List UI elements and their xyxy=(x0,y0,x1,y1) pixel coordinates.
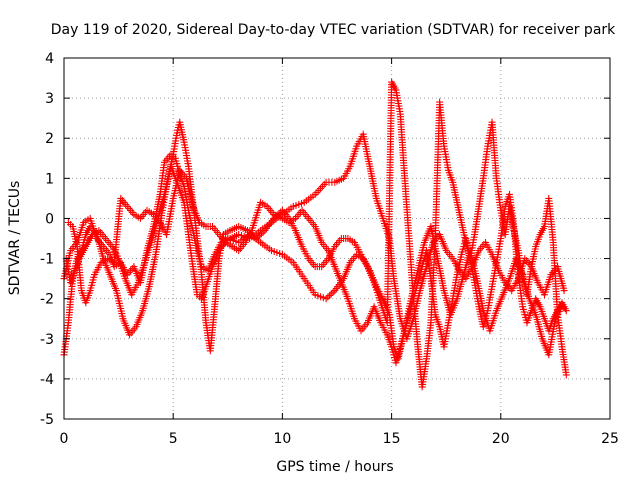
series-trace-c xyxy=(62,78,570,391)
series-trace-a xyxy=(60,130,568,343)
y-tick-label: -3 xyxy=(40,332,54,348)
y-tick-label: -2 xyxy=(40,292,54,308)
plus-markers xyxy=(64,166,570,367)
x-tick-labels: 0 5 10 15 20 25 xyxy=(60,431,619,447)
x-tick-label: 25 xyxy=(601,431,619,447)
chart-title: Day 119 of 2020, Sidereal Day-to-day VTE… xyxy=(51,22,616,38)
y-tick-label: -1 xyxy=(40,252,54,268)
y-tick-label: -4 xyxy=(40,372,54,388)
x-tick-label: 5 xyxy=(169,431,178,447)
series-trace-d xyxy=(64,166,570,367)
x-axis-title: GPS time / hours xyxy=(276,459,393,475)
axes xyxy=(63,57,611,420)
plot-frame xyxy=(63,57,611,420)
x-tick-label: 15 xyxy=(383,431,401,447)
y-tick-labels: -5 -4 -3 -2 -1 0 1 2 3 4 xyxy=(40,51,54,428)
plus-markers xyxy=(62,78,570,391)
y-tick-label: 3 xyxy=(45,91,54,107)
y-tick-label: -5 xyxy=(40,412,54,428)
y-axis-title: SDTVAR / TECUs xyxy=(7,181,23,296)
data-points xyxy=(60,78,570,391)
x-tick-label: 0 xyxy=(60,431,69,447)
y-tick-label: 1 xyxy=(45,171,54,187)
plus-markers xyxy=(60,130,568,343)
x-tick-label: 10 xyxy=(273,431,291,447)
y-tick-label: 4 xyxy=(45,51,54,67)
grid-lines xyxy=(64,58,610,419)
x-tick-label: 20 xyxy=(492,431,510,447)
y-tick-label: 2 xyxy=(45,131,54,147)
y-tick-label: 0 xyxy=(45,211,54,227)
